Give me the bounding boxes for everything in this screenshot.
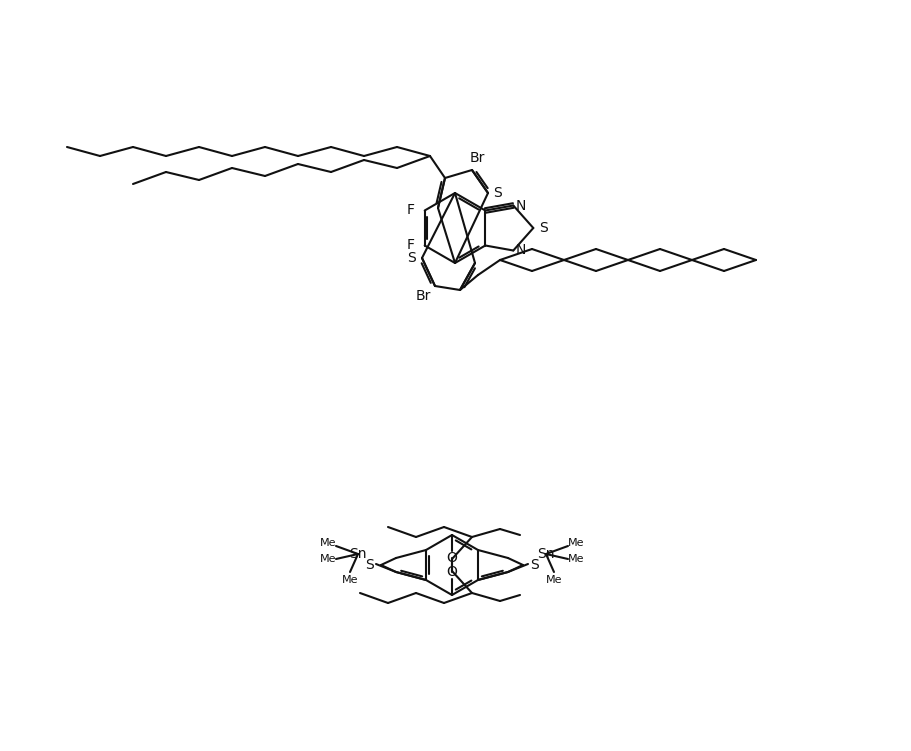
Text: Br: Br — [469, 151, 484, 165]
Text: Me: Me — [568, 538, 584, 548]
Text: O: O — [446, 551, 457, 565]
Text: Sn: Sn — [537, 547, 554, 561]
Text: N: N — [516, 243, 526, 258]
Text: S: S — [493, 186, 502, 200]
Text: N: N — [516, 198, 526, 213]
Text: S: S — [364, 558, 373, 572]
Text: S: S — [538, 221, 548, 235]
Text: S: S — [407, 251, 416, 265]
Text: Me: Me — [342, 575, 358, 585]
Text: F: F — [406, 239, 415, 252]
Text: Me: Me — [545, 575, 561, 585]
Text: Me: Me — [568, 554, 584, 564]
Text: F: F — [406, 204, 415, 218]
Text: Sn: Sn — [349, 547, 366, 561]
Text: Br: Br — [415, 289, 430, 303]
Text: S: S — [530, 558, 538, 572]
Text: Me: Me — [320, 538, 336, 548]
Text: Me: Me — [320, 554, 336, 564]
Text: O: O — [446, 565, 457, 579]
